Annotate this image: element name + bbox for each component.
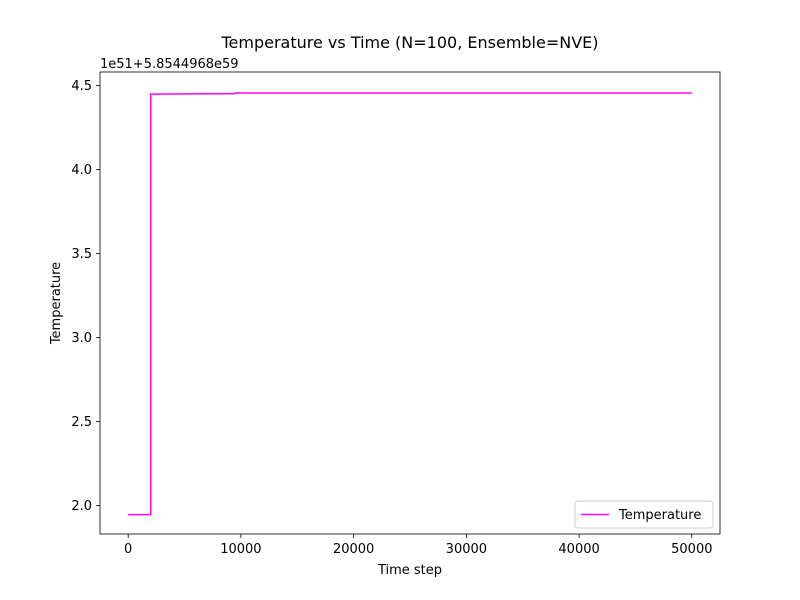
x-tick-label: 20000 xyxy=(333,542,374,557)
x-axis-label: Time step xyxy=(377,563,442,578)
x-tick-label: 40000 xyxy=(558,542,599,557)
y-tick-label: 4.0 xyxy=(71,163,92,178)
y-tick-label: 4.5 xyxy=(71,79,92,94)
x-tick-label: 10000 xyxy=(220,542,261,557)
series-line-temperature xyxy=(128,92,692,516)
y-axis-offset-label: 1e51+5.8544968e59 xyxy=(100,57,239,72)
x-tick-label: 30000 xyxy=(446,542,487,557)
axes-frame xyxy=(99,71,721,535)
y-axis-label: Temperature xyxy=(49,262,64,345)
x-tick-label: 50000 xyxy=(671,542,712,557)
y-tick-label: 2.0 xyxy=(71,499,92,514)
y-tick-label: 3.0 xyxy=(71,331,92,346)
chart-title: Temperature vs Time (N=100, Ensemble=NVE… xyxy=(220,33,598,52)
x-tick-label: 0 xyxy=(124,542,132,557)
y-tick-label: 2.5 xyxy=(71,415,92,430)
legend-label: Temperature xyxy=(618,508,701,523)
legend: Temperature xyxy=(574,500,714,529)
plot-area: 0 10000 20000 30000 40000 50000 2.0 2.5 3.0 3.5 4.… xyxy=(71,71,721,557)
y-tick-label: 3.5 xyxy=(71,247,92,262)
legend-box xyxy=(574,500,714,529)
